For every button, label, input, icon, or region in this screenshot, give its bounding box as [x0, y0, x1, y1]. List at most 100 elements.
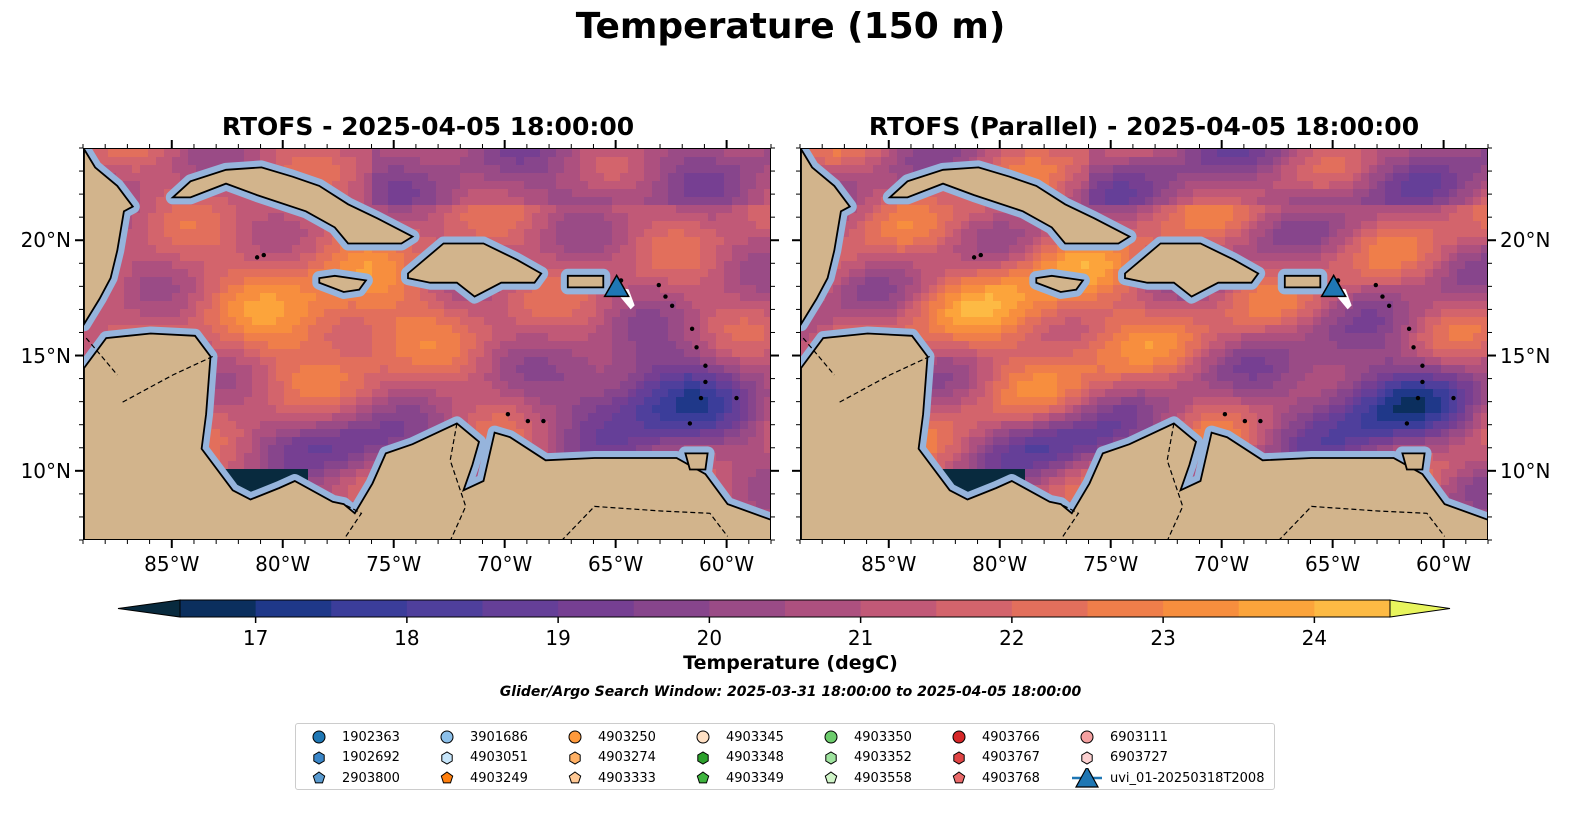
left-land	[84, 149, 770, 539]
legend-item-label: 4903766	[982, 729, 1040, 745]
legend-item-label: 6903111	[1110, 729, 1168, 745]
legend-item-label: 4903051	[470, 750, 528, 765]
colorbar-tick-label: 23	[1150, 626, 1175, 650]
colorbar-band	[1238, 600, 1315, 617]
search-window-text: Glider/Argo Search Window: 2025-03-31 18…	[499, 684, 1082, 700]
colorbar-band	[709, 600, 786, 617]
legend-item: 4903051	[432, 748, 528, 768]
colorbar-extend-high	[1389, 599, 1451, 618]
colorbar-band	[785, 600, 862, 617]
colorbar-tick-label: 21	[848, 626, 873, 650]
colorbar-tick-label: 24	[1302, 626, 1327, 650]
right-lat-tick-label: 20°N	[1500, 228, 1551, 253]
legend-item-label: 1902692	[342, 750, 400, 765]
colorbar-band	[1163, 600, 1240, 617]
legend-item-label: 6903727	[1110, 750, 1168, 765]
legend-item: 4903767	[944, 748, 1040, 768]
colorbar-band	[255, 600, 332, 617]
legend-item: 4903350	[816, 727, 912, 747]
colorbar-band	[180, 600, 257, 617]
colorbar-tick-label: 19	[545, 626, 570, 650]
legend-item: 1902692	[304, 748, 400, 768]
legend-circle-icon	[824, 730, 838, 744]
legend-item-label: 4903349	[726, 770, 784, 786]
legend-item: 4903768	[944, 768, 1040, 788]
legend-item-label: 4903350	[854, 729, 912, 745]
colorbar-extend-low	[117, 599, 181, 618]
legend-item-label: 4903352	[854, 750, 912, 765]
colorbar-tick-label: 20	[697, 626, 722, 650]
legend-item: 4903250	[560, 727, 656, 747]
right-lon-tick-label: 60°W	[1415, 552, 1472, 576]
colorbar-band	[1087, 600, 1164, 617]
legend-item-label: 4903333	[598, 770, 656, 786]
legend-item: uvi_01-20250318T2008	[1072, 768, 1264, 788]
legend-item-label: 2903800	[342, 770, 400, 786]
legend-triangle-line-icon	[1072, 768, 1102, 788]
legend-item: 2903800	[304, 768, 400, 788]
legend-item: 6903111	[1072, 727, 1168, 747]
left-lon-tick-label: 65°W	[588, 552, 644, 576]
left-lat-tick-label: 15°N	[20, 343, 71, 368]
right-lon-tick-label: 85°W	[861, 552, 917, 576]
legend-hexagon-icon	[1081, 750, 1093, 765]
right-map-panel	[800, 148, 1488, 540]
left-borders	[85, 337, 729, 539]
legend: 1902363 1902692 2903800 3901686 4903051 49032…	[295, 723, 1275, 790]
legend-item-label: 4903768	[982, 770, 1040, 786]
legend-hexagon-icon	[569, 750, 581, 765]
right-map-canvas	[801, 149, 1487, 539]
colorbar-band	[558, 600, 635, 617]
legend-circle-icon	[312, 730, 326, 744]
legend-pentagon-icon	[440, 771, 454, 784]
colorbar-band	[1314, 600, 1391, 617]
legend-item-label: 4903345	[726, 729, 784, 745]
left-panel-title: RTOFS - 2025-04-05 18:00:00	[221, 112, 635, 141]
legend-item: 4903274	[560, 748, 656, 768]
legend-item-label: 1902363	[342, 729, 400, 745]
colorbar-tick-label: 17	[243, 626, 268, 650]
colorbar-band	[482, 600, 559, 617]
legend-item-label: 3901686	[470, 729, 528, 745]
legend-pentagon-icon	[312, 771, 326, 784]
right-lon-tick-label: 70°W	[1194, 552, 1250, 576]
legend-item-label: 4903274	[598, 750, 656, 765]
axis-ticks-overlay	[75, 140, 1496, 548]
right-lat-tick-label: 15°N	[1500, 343, 1551, 368]
left-lat-tick-label: 10°N	[20, 458, 71, 483]
legend-item: 4903345	[688, 727, 784, 747]
legend-circle-icon	[440, 730, 454, 744]
legend-item-label: 4903249	[470, 770, 528, 786]
left-lon-tick-label: 75°W	[366, 552, 422, 576]
legend-hexagon-icon	[953, 750, 965, 765]
legend-circle-icon	[696, 730, 710, 744]
left-lon-tick-label: 70°W	[477, 552, 533, 576]
legend-hexagon-icon	[825, 750, 837, 765]
legend-item: 4903766	[944, 727, 1040, 747]
legend-item: 3901686	[432, 727, 528, 747]
left-lon-tick-label: 80°W	[255, 552, 311, 576]
colorbar-tick-label: 18	[394, 626, 419, 650]
legend-item: 4903249	[432, 768, 528, 788]
colorbar-band	[1011, 600, 1089, 617]
colorbar-band	[633, 600, 710, 617]
colorbar-tick-label: 22	[999, 626, 1024, 650]
legend-pentagon-icon	[952, 771, 966, 784]
legend-item: 1902363	[304, 727, 400, 747]
legend-hexagon-icon	[697, 750, 709, 765]
colorbar: 17 18 19 20 21 22 23 24	[117, 599, 1451, 650]
right-borders	[802, 337, 1446, 539]
legend-item-label: 4903250	[598, 729, 656, 745]
left-lat-tick-label: 20°N	[20, 228, 71, 253]
legend-item: 4903349	[688, 768, 784, 788]
right-land	[801, 149, 1487, 539]
left-glider-marker	[603, 273, 630, 298]
legend-item-label: 4903558	[854, 770, 912, 786]
left-lon-tick-label: 85°W	[144, 552, 200, 576]
left-lon-tick-label: 60°W	[698, 552, 755, 576]
legend-circle-icon	[568, 730, 582, 744]
right-panel-title: RTOFS (Parallel) - 2025-04-05 18:00:00	[868, 112, 1420, 141]
colorbar-label: Temperature (degC)	[683, 652, 898, 674]
colorbar-band	[331, 600, 408, 617]
colorbar-band	[936, 600, 1013, 617]
